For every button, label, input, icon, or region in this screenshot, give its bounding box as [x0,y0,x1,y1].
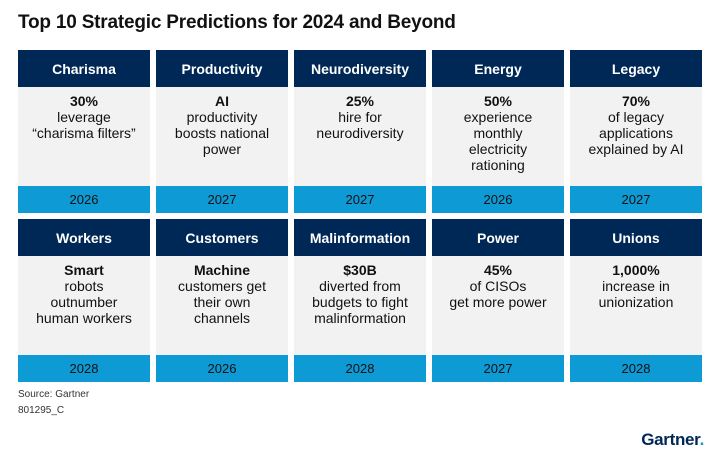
card-body: 50% experience monthly electricity ratio… [432,87,564,186]
card-highlight: Smart [64,262,104,278]
page-title: Top 10 Strategic Predictions for 2024 an… [18,12,456,33]
prediction-card: Workers Smart robots outnumber human wor… [18,219,150,382]
card-text: productivity boosts national power [174,109,270,157]
card-text: diverted from budgets to fight malinform… [312,278,408,326]
card-header: Neurodiversity [294,50,426,87]
card-body: AI productivity boosts national power [156,87,288,186]
card-year: 2028 [570,355,702,382]
source-note: Source: Gartner [18,389,90,400]
card-highlight: $30B [343,262,377,278]
card-text: of CISOs get more power [449,278,547,310]
prediction-card: Unions 1,000% increase in unionization 2… [570,219,702,382]
document-code: 801295_C [18,405,65,416]
logo-dot: . [699,430,705,449]
card-year: 2026 [18,186,150,213]
card-body: $30B diverted from budgets to fight mali… [294,256,426,355]
card-header: Power [432,219,564,256]
card-year: 2027 [156,186,288,213]
card-text: of legacy applications explained by AI [588,109,684,157]
prediction-card: Malinformation $30B diverted from budget… [294,219,426,382]
gartner-logo: Gartner. [641,430,704,450]
card-highlight: 45% [483,262,513,278]
card-year: 2027 [570,186,702,213]
card-header: Productivity [156,50,288,87]
card-body: 1,000% increase in unionization [570,256,702,355]
card-header: Energy [432,50,564,87]
card-highlight: 30% [69,93,99,109]
card-year: 2028 [18,355,150,382]
card-header: Malinformation [294,219,426,256]
card-text: increase in unionization [598,278,674,310]
card-year: 2027 [432,355,564,382]
prediction-card: Charisma 30% leverage “charisma filters”… [18,50,150,213]
card-header: Unions [570,219,702,256]
prediction-card: Energy 50% experience monthly electricit… [432,50,564,213]
card-body: 45% of CISOs get more power [432,256,564,355]
card-year: 2026 [432,186,564,213]
prediction-card: Neurodiversity 25% hire for neurodiversi… [294,50,426,213]
card-text: experience monthly electricity rationing [463,109,533,173]
card-year: 2026 [156,355,288,382]
card-highlight: 1,000% [612,262,660,278]
card-body: 25% hire for neurodiversity [294,87,426,186]
card-text: leverage “charisma filters” [32,109,136,141]
card-year: 2028 [294,355,426,382]
card-text: customers get their own channels [178,278,266,326]
card-body: 30% leverage “charisma filters” [18,87,150,186]
logo-text: Gartner [641,430,700,449]
predictions-grid: Charisma 30% leverage “charisma filters”… [18,50,702,382]
card-text: hire for neurodiversity [316,109,404,141]
card-header: Workers [18,219,150,256]
card-body: 70% of legacy applications explained by … [570,87,702,186]
prediction-card: Power 45% of CISOs get more power 2027 [432,219,564,382]
card-year: 2027 [294,186,426,213]
card-text: robots outnumber human workers [36,278,132,326]
card-highlight: Machine [193,262,250,278]
card-highlight: AI [215,93,229,109]
card-highlight: 70% [621,93,651,109]
prediction-card: Legacy 70% of legacy applications explai… [570,50,702,213]
prediction-card: Customers Machine customers get their ow… [156,219,288,382]
card-highlight: 25% [345,93,375,109]
card-body: Smart robots outnumber human workers [18,256,150,355]
card-header: Legacy [570,50,702,87]
prediction-card: Productivity AI productivity boosts nati… [156,50,288,213]
card-body: Machine customers get their own channels [156,256,288,355]
card-highlight: 50% [483,93,513,109]
card-header: Customers [156,219,288,256]
card-header: Charisma [18,50,150,87]
